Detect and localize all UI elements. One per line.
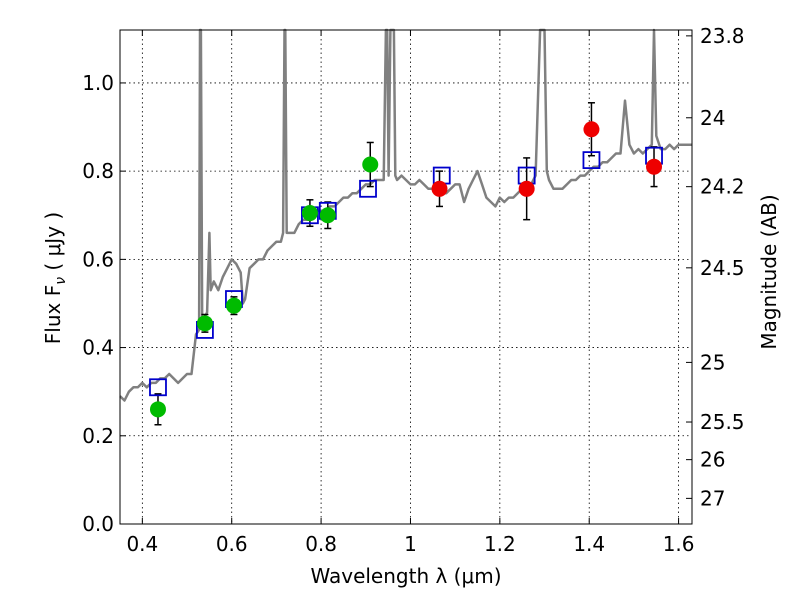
y-axis-label-main: Flux F bbox=[41, 285, 65, 344]
model-spectrum bbox=[119, 28, 692, 402]
x-tick-label: 0.6 bbox=[216, 532, 248, 556]
plot-frame bbox=[119, 29, 693, 525]
x-axis-label: Wavelength λ (μm) bbox=[310, 564, 501, 588]
x-tick-label: 1 bbox=[404, 532, 417, 556]
y-tick-label: 1.0 bbox=[82, 71, 114, 95]
axis-ticks bbox=[120, 30, 692, 525]
model-flux-square bbox=[582, 151, 601, 170]
x-tick-label: 0.8 bbox=[305, 532, 337, 556]
y2-tick-label: 25 bbox=[700, 350, 725, 374]
x-tick-label: 1.2 bbox=[484, 532, 516, 556]
y2-tick-label: 26 bbox=[700, 448, 725, 472]
y2-tick-label: 24.5 bbox=[700, 256, 745, 280]
observed-flux-point bbox=[225, 297, 242, 314]
y-tick-label: 0.2 bbox=[82, 424, 114, 448]
spectrum-line bbox=[119, 28, 692, 402]
observed-flux-point bbox=[646, 158, 663, 175]
observed-flux-point bbox=[583, 121, 600, 138]
observed-flux-point bbox=[301, 205, 318, 222]
observed-flux-point bbox=[362, 156, 379, 173]
observed-flux-point bbox=[196, 315, 213, 332]
x-tick-label: 1.4 bbox=[573, 532, 605, 556]
y2-tick-label: 25.5 bbox=[700, 410, 745, 434]
observed-flux-point bbox=[518, 180, 535, 197]
x-tick-label: 1.6 bbox=[663, 532, 695, 556]
y-tick-label: 0.6 bbox=[82, 247, 114, 271]
y-axis-label-unit: ( μJy ) bbox=[41, 212, 65, 277]
observed-flux-point bbox=[319, 207, 336, 224]
x-tick-label: 0.4 bbox=[126, 532, 158, 556]
y2-tick-label: 27 bbox=[700, 486, 725, 510]
model-flux-square bbox=[149, 378, 167, 397]
observed-photometry-markers bbox=[149, 121, 663, 418]
y2-tick-label: 23.8 bbox=[700, 24, 745, 48]
grid bbox=[120, 30, 692, 525]
y2-tick-label: 24 bbox=[700, 106, 725, 130]
y-tick-label: 0.0 bbox=[82, 512, 114, 536]
y-axis-label-sub: ν bbox=[53, 277, 69, 285]
y-axis-label: Flux Fν ( μJy ) bbox=[41, 212, 69, 344]
y2-tick-label: 24.2 bbox=[700, 175, 745, 199]
right-axis-label: Magnitude (AB) bbox=[757, 194, 781, 349]
observed-flux-point bbox=[149, 401, 166, 418]
y-tick-label: 0.4 bbox=[82, 336, 114, 360]
observed-flux-point bbox=[431, 180, 448, 197]
y-tick-label: 0.8 bbox=[82, 159, 114, 183]
tick-labels: 0.4 0.6 0.8 1 1.2 1.4 1.6 0.0 0.2 0.4 0.6 0.8 1.0 23.… bbox=[82, 24, 744, 556]
model-flux-square bbox=[359, 179, 377, 198]
